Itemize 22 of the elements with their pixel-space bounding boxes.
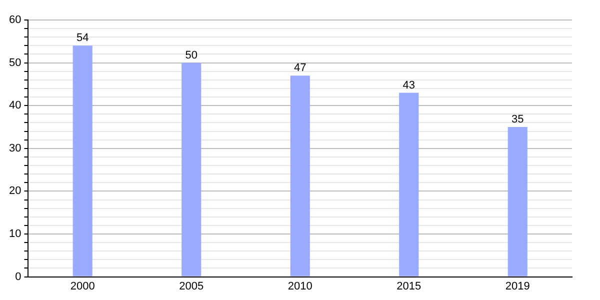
data-label: 43: [402, 79, 415, 92]
x-tick-label: 2010: [288, 280, 312, 292]
data-label: 50: [185, 49, 198, 62]
data-label: 35: [512, 114, 524, 126]
bar: [290, 76, 310, 276]
data-label: 54: [76, 32, 89, 44]
bar: [508, 127, 528, 276]
y-tick-label: 40: [8, 100, 22, 112]
x-tick-label: 2019: [505, 280, 530, 292]
x-tick-label: 2005: [179, 280, 204, 292]
bar: [182, 62, 202, 276]
y-tick-label: 30: [8, 142, 22, 154]
y-tick-label: 10: [8, 228, 22, 240]
bar: [72, 46, 92, 276]
y-tick-label: 60: [8, 14, 22, 26]
data-label: 47: [294, 62, 306, 74]
x-tick-label: 2000: [70, 280, 95, 292]
x-tick-label: 2015: [396, 280, 422, 292]
bar: [399, 92, 419, 276]
y-tick-label: 20: [8, 185, 22, 198]
y-tick-label: 50: [8, 56, 22, 69]
y-tick-label: 0: [15, 270, 22, 283]
